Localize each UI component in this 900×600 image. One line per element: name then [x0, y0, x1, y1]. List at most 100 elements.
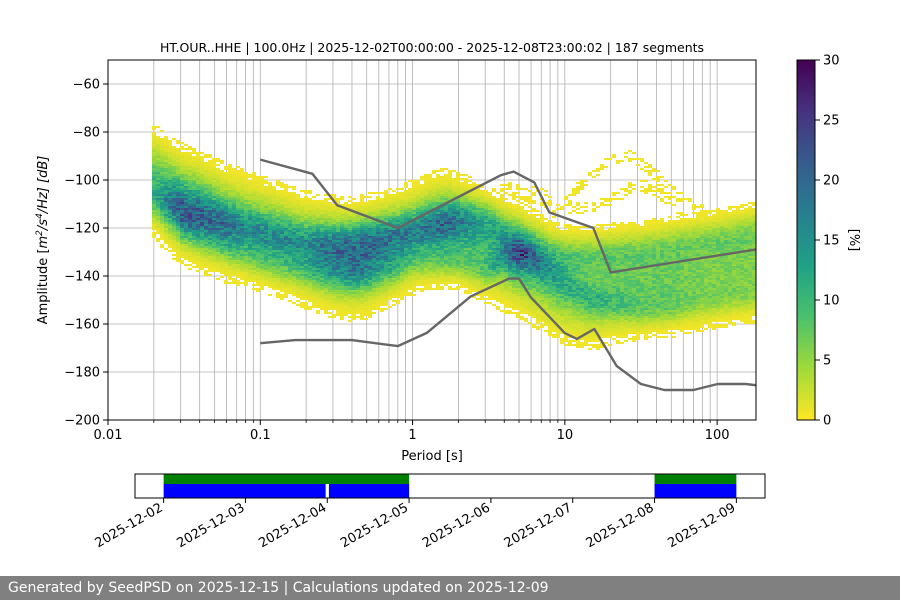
density-cell	[352, 220, 356, 222]
density-cell	[500, 202, 504, 204]
density-cell	[372, 236, 376, 238]
density-cell	[152, 226, 156, 228]
density-cell	[360, 234, 364, 236]
density-cell	[288, 244, 292, 246]
density-cell	[160, 140, 164, 142]
density-cell	[172, 210, 176, 212]
density-cell	[356, 288, 360, 290]
density-cell	[280, 186, 284, 188]
density-cell	[184, 256, 188, 258]
density-cell	[172, 146, 176, 148]
density-cell	[348, 250, 352, 252]
density-cell	[444, 214, 448, 216]
density-cell	[292, 196, 296, 198]
density-cell	[168, 226, 172, 228]
density-cell	[356, 224, 360, 226]
density-cell	[296, 194, 300, 196]
density-cell	[192, 252, 196, 254]
density-cell	[348, 238, 352, 240]
density-cell	[164, 228, 168, 230]
density-cell	[292, 216, 296, 218]
density-cell	[352, 274, 356, 276]
density-cell	[448, 270, 452, 272]
density-cell	[380, 250, 384, 252]
density-cell	[380, 258, 384, 260]
density-cell	[404, 272, 408, 274]
density-cell	[420, 244, 424, 246]
density-cell	[460, 188, 464, 190]
density-cell	[464, 180, 468, 182]
density-cell	[416, 246, 420, 248]
density-cell	[280, 202, 284, 204]
density-cell	[256, 262, 260, 264]
density-cell	[168, 140, 172, 142]
density-cell	[356, 302, 360, 304]
density-cell	[448, 206, 452, 208]
density-cell	[244, 244, 248, 246]
density-cell	[308, 286, 312, 288]
density-cell	[484, 220, 488, 222]
density-cell	[192, 256, 196, 258]
density-cell	[284, 268, 288, 270]
density-cell	[308, 284, 312, 286]
density-cell	[292, 256, 296, 258]
density-cell	[232, 226, 236, 228]
density-cell	[464, 246, 468, 248]
density-cell	[440, 260, 444, 262]
density-cell	[224, 268, 228, 270]
density-cell	[436, 212, 440, 214]
density-cell	[236, 190, 240, 192]
density-cell	[484, 246, 488, 248]
density-cell	[296, 264, 300, 266]
density-cell	[252, 256, 256, 258]
density-cell	[460, 230, 464, 232]
density-cell	[188, 232, 192, 234]
density-cell	[304, 306, 308, 308]
density-cell	[332, 216, 336, 218]
density-cell	[484, 226, 488, 228]
density-cell	[252, 194, 256, 196]
density-cell	[176, 236, 180, 238]
density-cell	[424, 284, 428, 286]
density-cell	[196, 214, 200, 216]
density-cell	[244, 178, 248, 180]
density-cell	[212, 204, 216, 206]
density-cell	[484, 208, 488, 210]
density-cell	[372, 294, 376, 296]
density-cell	[456, 268, 460, 270]
density-cell	[280, 266, 284, 268]
density-cell	[180, 194, 184, 196]
density-cell	[224, 168, 228, 170]
density-cell	[436, 266, 440, 268]
density-cell	[440, 266, 444, 268]
density-cell	[420, 232, 424, 234]
density-cell	[336, 304, 340, 306]
density-cell	[336, 236, 340, 238]
density-cell	[360, 288, 364, 290]
density-cell	[496, 206, 500, 208]
density-cell	[332, 316, 336, 318]
density-cell	[328, 250, 332, 252]
density-cell	[336, 220, 340, 222]
density-cell	[488, 274, 492, 276]
density-cell	[396, 206, 400, 208]
density-cell	[152, 198, 156, 200]
density-cell	[228, 186, 232, 188]
density-cell	[200, 256, 204, 258]
density-cell	[272, 194, 276, 196]
density-cell	[424, 282, 428, 284]
density-cell	[360, 246, 364, 248]
density-cell	[488, 270, 492, 272]
density-cell	[300, 210, 304, 212]
density-cell	[256, 274, 260, 276]
density-cell	[168, 168, 172, 170]
density-cell	[296, 196, 300, 198]
density-cell	[240, 212, 244, 214]
density-cell	[440, 206, 444, 208]
density-cell	[200, 262, 204, 264]
density-cell	[304, 216, 308, 218]
density-cell	[316, 206, 320, 208]
density-cell	[380, 208, 384, 210]
density-cell	[408, 216, 412, 218]
density-cell	[352, 198, 356, 200]
